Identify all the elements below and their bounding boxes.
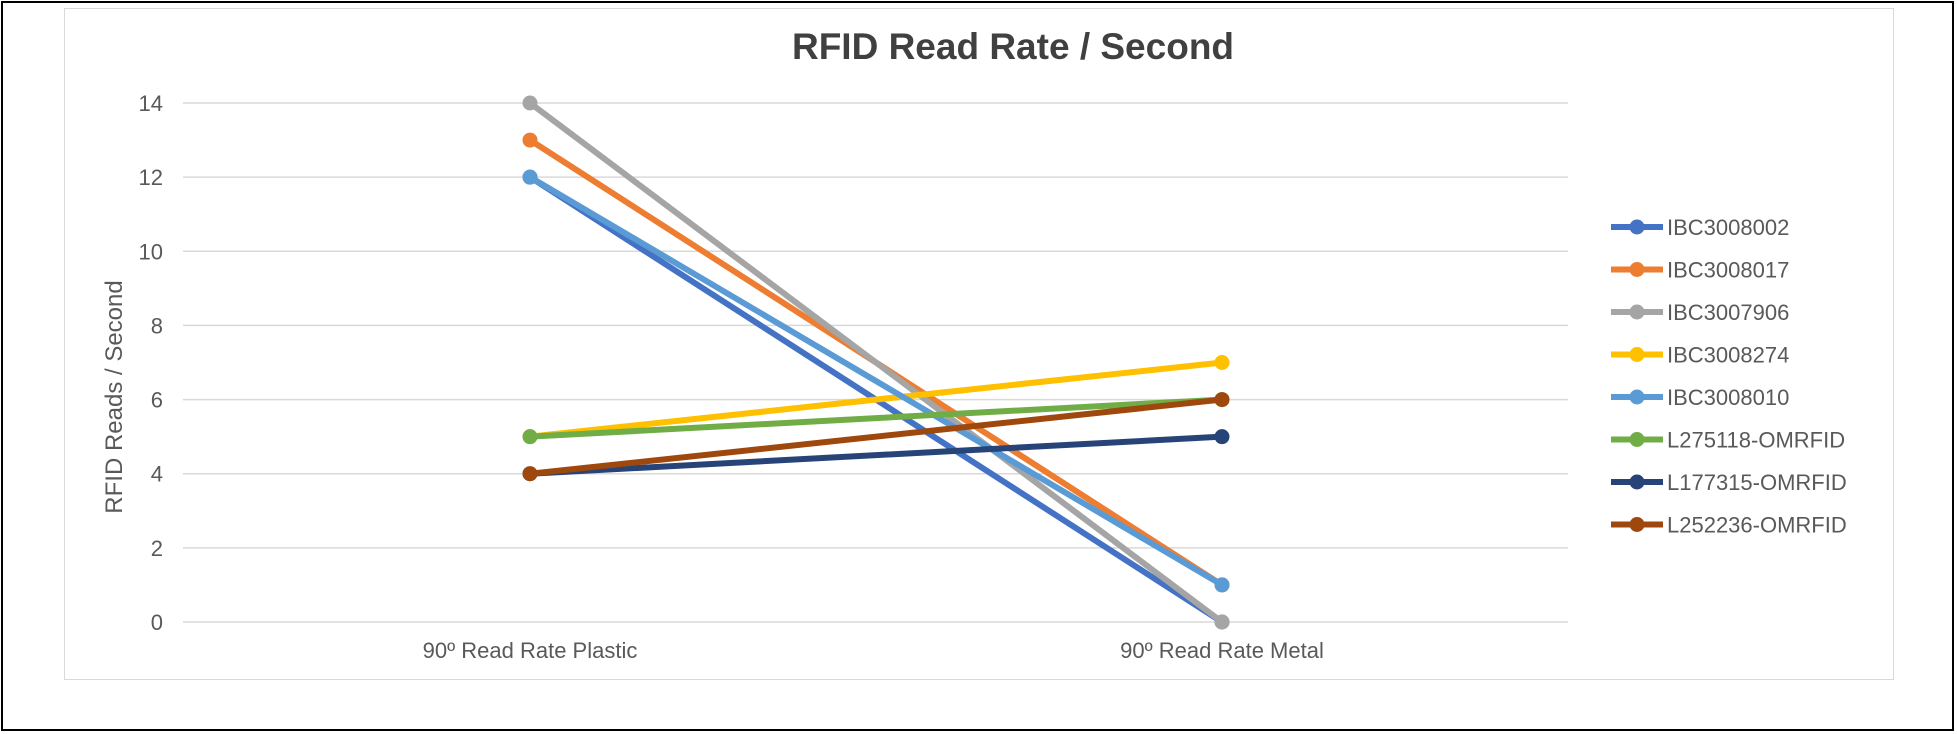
data-point [522,466,538,482]
series-line [527,433,1225,477]
legend-swatch-marker [1629,474,1645,490]
legend-item: IBC3008010 [1611,385,1789,410]
x-tick-label: 90º Read Rate Plastic [423,638,638,663]
series-line [527,359,1225,440]
legend-item: L252236-OMRFID [1611,513,1847,538]
legend-item: IBC3008002 [1611,215,1789,240]
legend-item: IBC3007906 [1611,300,1789,325]
data-point [522,95,538,111]
data-point [1214,355,1230,370]
y-axis-title: RFID Reads / Second [101,280,128,513]
series [522,169,1230,593]
legend-item: L177315-OMRFID [1611,470,1847,495]
data-point [1214,614,1230,630]
y-tick-label: 10 [139,239,163,264]
legend-swatch-marker [1629,304,1645,320]
legend-swatch-marker [1629,347,1645,362]
legend-item: L275118-OMRFID [1611,428,1845,453]
series-line [527,174,1225,588]
legend-item: IBC3008017 [1611,258,1789,283]
legend-item: IBC3008274 [1611,343,1789,368]
legend-label: IBC3007906 [1667,300,1789,325]
legend-swatch-marker [1629,262,1645,277]
legend-label: IBC3008274 [1667,343,1789,368]
series-line [527,100,1225,625]
y-tick-label: 8 [151,313,163,338]
legend-label: L252236-OMRFID [1667,513,1847,538]
y-tick-label: 0 [151,610,163,635]
gridlines [183,102,1568,623]
y-tick-label: 6 [151,388,163,413]
data-point [1214,392,1230,408]
legend-label: L177315-OMRFID [1667,470,1847,495]
data-point [522,132,538,148]
legend-label: IBC3008010 [1667,385,1789,410]
x-tick-label: 90º Read Rate Metal [1120,638,1324,663]
series [522,95,1230,630]
series [522,392,1230,482]
legend-label: IBC3008017 [1667,258,1789,283]
data-point [1214,429,1230,445]
y-tick-label: 12 [139,165,163,190]
x-axis-ticks: 90º Read Rate Plastic 90º Read Rate Metal [423,638,1324,663]
y-axis-ticks: 0 2 4 6 8 10 12 14 [139,91,163,635]
y-tick-label: 4 [151,462,163,487]
data-point [1214,577,1230,593]
legend-swatch-marker [1629,517,1645,532]
series-line [527,396,1225,440]
legend-label: IBC3008002 [1667,215,1789,240]
y-tick-label: 2 [151,536,163,561]
data-point [522,429,538,445]
series-lines [522,95,1230,630]
legend-swatch-marker [1629,432,1645,447]
legend: IBC3008002 IBC3008017 IBC3007906 IBC3008274… [1611,215,1847,538]
legend-label: L275118-OMRFID [1667,428,1845,453]
chart-area [64,8,1894,680]
legend-swatch-marker [1629,389,1645,405]
data-point [522,169,538,185]
legend-swatch-marker [1629,219,1645,235]
y-tick-label: 14 [139,91,163,116]
chart-title: RFID Read Rate / Second [792,26,1234,67]
series-line [527,396,1225,477]
